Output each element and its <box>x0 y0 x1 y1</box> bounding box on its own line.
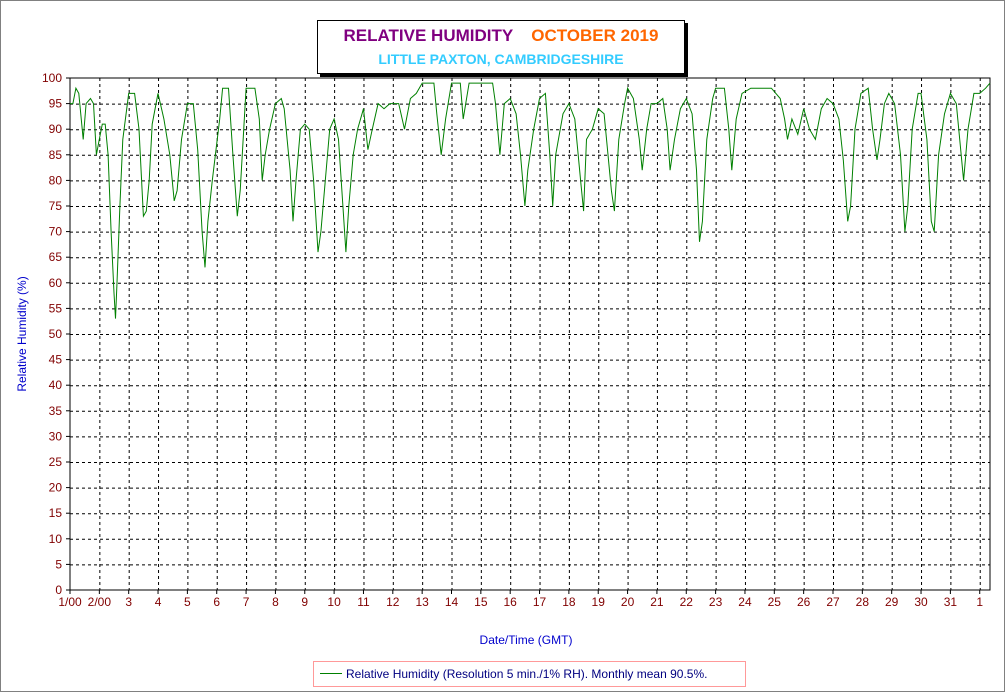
x-tick-label: 2/00 <box>88 595 112 609</box>
x-tick-labels: 1/00 2/00 3 4 5 6 7 8 9 10 11 12 13 14 15 16 17 18 19 20 21 2… <box>58 590 983 609</box>
y-tick-label: 60 <box>49 276 63 290</box>
x-tick-label: 28 <box>856 595 870 609</box>
x-tick-label: 4 <box>155 595 162 609</box>
y-tick-label: 65 <box>49 250 63 264</box>
y-tick-label: 0 <box>55 583 62 597</box>
x-tick-label: 30 <box>914 595 928 609</box>
grid <box>70 78 990 590</box>
x-axis-label: Date/Time (GMT) <box>480 633 573 647</box>
y-tick-label: 95 <box>49 97 63 111</box>
x-tick-label: 25 <box>768 595 782 609</box>
legend-swatch <box>320 673 342 674</box>
x-tick-label: 11 <box>357 595 370 609</box>
x-tick-label: 26 <box>797 595 811 609</box>
y-tick-label: 5 <box>55 557 62 571</box>
chart-subtitle: LITTLE PAXTON, CAMBRIDGESHIRE <box>378 51 624 67</box>
y-tick-label: 30 <box>49 429 63 443</box>
title-line: RELATIVE HUMIDITY OCTOBER 2019 <box>318 26 684 46</box>
x-tick-label: 17 <box>533 595 547 609</box>
x-tick-label: 21 <box>650 595 664 609</box>
x-tick-label: 12 <box>386 595 400 609</box>
x-tick-label: 31 <box>944 595 958 609</box>
x-tick-label: 19 <box>592 595 606 609</box>
y-tick-label: 35 <box>49 404 63 418</box>
y-tick-labels: 0 5 10 15 20 25 30 35 40 45 50 55 60 65 70 75 80 85 90 95 10… <box>42 71 70 597</box>
x-tick-label: 18 <box>562 595 576 609</box>
x-tick-label: 8 <box>272 595 279 609</box>
legend-entry: Relative Humidity (Resolution 5 min./1% … <box>346 667 708 681</box>
x-tick-label: 29 <box>885 595 899 609</box>
y-tick-label: 80 <box>49 173 63 187</box>
x-tick-label: 5 <box>184 595 191 609</box>
y-tick-label: 20 <box>49 481 63 495</box>
y-tick-label: 40 <box>49 378 63 392</box>
chart-title: RELATIVE HUMIDITY <box>343 26 514 45</box>
y-tick-label: 25 <box>49 455 63 469</box>
y-tick-label: 10 <box>49 532 63 546</box>
y-tick-label: 55 <box>49 301 63 315</box>
x-tick-label: 16 <box>504 595 518 609</box>
y-tick-label: 75 <box>49 199 63 213</box>
x-tick-label: 1 <box>976 595 983 609</box>
y-tick-label: 45 <box>49 353 63 367</box>
x-tick-label: 10 <box>327 595 341 609</box>
x-tick-label: 23 <box>709 595 723 609</box>
y-tick-label: 70 <box>49 225 63 239</box>
plot-area <box>69 77 991 591</box>
x-tick-label: 1/00 <box>58 595 82 609</box>
x-tick-label: 14 <box>445 595 459 609</box>
x-tick-label: 7 <box>243 595 250 609</box>
y-tick-label: 100 <box>42 71 62 85</box>
y-tick-label: 50 <box>49 327 63 341</box>
y-axis-label: Relative Humidity (%) <box>15 276 29 391</box>
x-tick-label: 20 <box>621 595 635 609</box>
x-tick-label: 24 <box>738 595 752 609</box>
y-tick-label: 90 <box>49 122 63 136</box>
x-tick-label: 15 <box>474 595 488 609</box>
x-tick-label: 3 <box>125 595 132 609</box>
y-tick-label: 85 <box>49 148 63 162</box>
legend: Relative Humidity (Resolution 5 min./1% … <box>313 661 746 687</box>
x-tick-label: 27 <box>826 595 840 609</box>
x-tick-label: 13 <box>415 595 429 609</box>
x-tick-label: 6 <box>213 595 220 609</box>
y-tick-label: 15 <box>49 506 63 520</box>
chart-title-period: OCTOBER 2019 <box>531 26 659 45</box>
chart-title-box: RELATIVE HUMIDITY OCTOBER 2019 LITTLE PAX… <box>317 20 685 74</box>
humidity-series-line <box>70 82 991 319</box>
x-tick-label: 9 <box>301 595 308 609</box>
x-tick-label: 22 <box>680 595 694 609</box>
